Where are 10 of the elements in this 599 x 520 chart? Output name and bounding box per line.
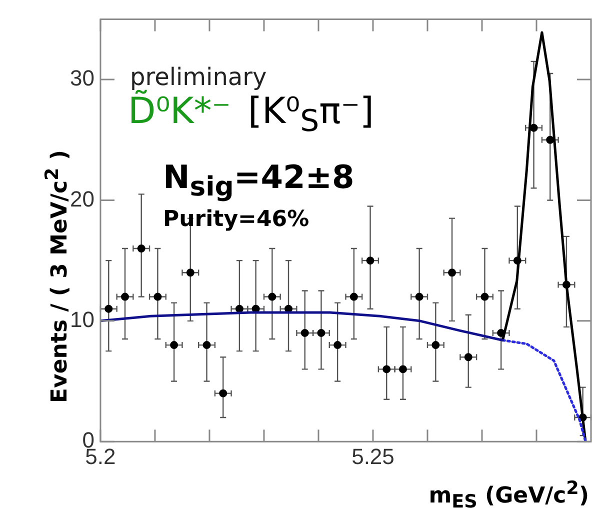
annotation: preliminary [130, 63, 267, 91]
y-tick-label: 10 [70, 306, 94, 332]
y-tick-label: 20 [70, 186, 94, 212]
annotation: Purity=46% [163, 207, 310, 232]
y-tick-label: 30 [70, 66, 94, 91]
annotation: [K⁰$_{S}$π⁻] [248, 91, 374, 140]
x-tick-label: 5.25 [352, 444, 394, 469]
annotation: D̃⁰K*⁻ [128, 91, 231, 132]
annotation: N$_{sig}$=42±8 [163, 158, 354, 202]
x-axis-title: m$_{ES}$ (GeV/c$^{2}$) [428, 478, 589, 513]
